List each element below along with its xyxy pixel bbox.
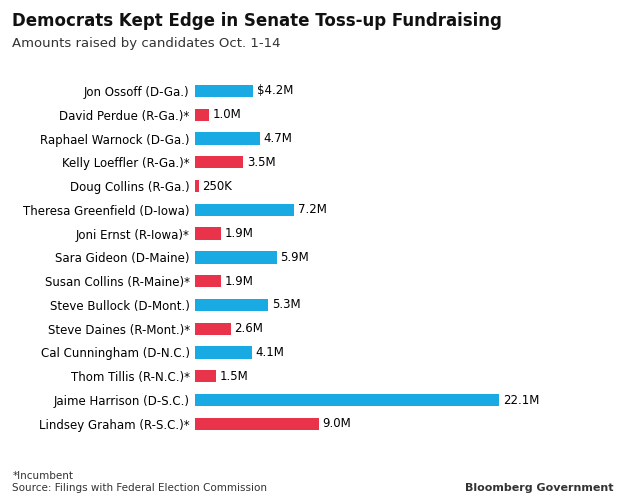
Text: 22.1M: 22.1M	[503, 394, 539, 406]
Text: 3.5M: 3.5M	[247, 156, 275, 169]
Text: 2.6M: 2.6M	[234, 322, 264, 335]
Bar	[195, 132, 260, 145]
Text: 5.3M: 5.3M	[272, 298, 300, 311]
Text: *Incumbent
Source: Filings with Federal Election Commission: *Incumbent Source: Filings with Federal …	[12, 471, 267, 493]
Text: 1.0M: 1.0M	[213, 108, 241, 121]
Text: 4.7M: 4.7M	[264, 132, 292, 145]
Bar	[195, 251, 277, 263]
Text: 1.9M: 1.9M	[225, 227, 254, 240]
Text: Bloomberg Government: Bloomberg Government	[465, 483, 614, 493]
Text: 5.9M: 5.9M	[280, 251, 309, 264]
Text: 7.2M: 7.2M	[298, 203, 327, 216]
Bar	[195, 227, 221, 240]
Text: $4.2M: $4.2M	[257, 85, 293, 98]
Text: 1.5M: 1.5M	[219, 370, 248, 383]
Bar	[195, 370, 216, 383]
Bar	[195, 394, 500, 406]
Text: Democrats Kept Edge in Senate Toss-up Fundraising: Democrats Kept Edge in Senate Toss-up Fu…	[12, 12, 502, 30]
Bar	[195, 156, 244, 168]
Bar	[195, 299, 268, 311]
Bar	[195, 85, 253, 97]
Bar	[195, 418, 319, 430]
Text: 250K: 250K	[202, 180, 232, 193]
Text: 9.0M: 9.0M	[322, 417, 352, 430]
Bar	[195, 108, 209, 121]
Bar	[195, 275, 221, 288]
Text: Amounts raised by candidates Oct. 1-14: Amounts raised by candidates Oct. 1-14	[12, 37, 281, 50]
Text: 1.9M: 1.9M	[225, 275, 254, 288]
Bar	[195, 203, 294, 216]
Bar	[195, 323, 231, 335]
Bar	[195, 180, 199, 192]
Bar	[195, 346, 252, 359]
Text: 4.1M: 4.1M	[255, 346, 284, 359]
